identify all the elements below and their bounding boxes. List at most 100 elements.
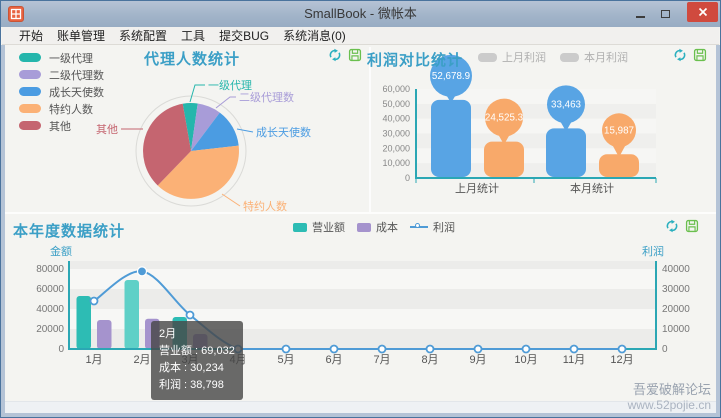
profit-legend: 上月利润 本月利润: [478, 49, 628, 65]
tooltip-line: 利润 : 38,798: [159, 379, 224, 391]
legend-swatch: [293, 222, 307, 232]
legend-item[interactable]: 特约人数: [19, 100, 104, 117]
svg-text:金额: 金额: [50, 244, 72, 258]
svg-text:60,000: 60,000: [382, 84, 410, 94]
svg-text:11月: 11月: [563, 354, 585, 366]
menu-item-tools[interactable]: 工具: [181, 28, 206, 43]
legend-item[interactable]: 成长天使数: [19, 83, 104, 100]
svg-text:40000: 40000: [662, 264, 690, 275]
app-icon: [8, 6, 24, 22]
menu-item-start[interactable]: 开始: [19, 28, 44, 43]
refresh-icon[interactable]: [665, 219, 679, 233]
tooltip-line: 成本 : 30,234: [159, 362, 224, 374]
legend-label: 营业额: [312, 222, 345, 234]
watermark-line2: www.52pojie.cn: [627, 398, 711, 412]
menu-item-config[interactable]: 系统配置: [119, 28, 168, 43]
svg-text:52,678.9: 52,678.9: [432, 71, 470, 82]
refresh-icon[interactable]: [328, 48, 342, 62]
year-panel-title: 本年度数据统计: [13, 223, 126, 240]
year-legend: 营业额 成本 利润: [293, 219, 455, 235]
line-marker-icon: [410, 223, 428, 228]
svg-text:10,000: 10,000: [382, 158, 410, 168]
legend-item[interactable]: 一级代理: [19, 49, 104, 66]
menu-item-bills[interactable]: 账单管理: [57, 28, 106, 43]
legend-item[interactable]: 二级代理数: [19, 66, 104, 83]
menu-item-bug[interactable]: 提交BUG: [219, 28, 270, 43]
svg-text:20,000: 20,000: [382, 143, 410, 153]
svg-text:0: 0: [58, 344, 64, 355]
tooltip-line: 营业额 : 69,032: [159, 345, 235, 357]
legend-swatch: [19, 53, 41, 62]
svg-text:一级代理: 一级代理: [208, 79, 252, 92]
legend-item-revenue[interactable]: 营业额: [293, 219, 345, 235]
legend-label: 其他: [49, 120, 71, 133]
svg-text:15,987: 15,987: [604, 125, 634, 136]
svg-text:80000: 80000: [36, 264, 64, 275]
svg-text:9月: 9月: [469, 354, 486, 366]
legend-swatch: [19, 121, 41, 130]
legend-swatch: [19, 104, 41, 113]
profit-panel-title: 利润对比统计: [367, 52, 464, 69]
save-icon[interactable]: [348, 48, 362, 62]
svg-text:5月: 5月: [277, 354, 294, 366]
svg-text:2月: 2月: [133, 354, 150, 366]
window-frame: [1, 413, 720, 417]
legend-item-profit[interactable]: 利润: [410, 219, 455, 235]
legend-swatch: [478, 52, 497, 62]
menu-item-messages[interactable]: 系统消息(0): [283, 28, 346, 43]
profit-bar-chart[interactable]: 0 10,000 20,000 30,000 40,000 50,000 60,000 52,…: [382, 54, 657, 195]
watermark-line1: 吾爱破解论坛: [632, 382, 711, 397]
maximize-icon: [660, 10, 670, 18]
svg-text:40000: 40000: [36, 304, 64, 315]
legend-item-last-month[interactable]: 上月利润: [478, 49, 546, 65]
legend-item-this-month[interactable]: 本月利润: [560, 49, 628, 65]
svg-text:30,000: 30,000: [382, 129, 410, 139]
svg-text:10000: 10000: [662, 324, 690, 335]
svg-text:60000: 60000: [36, 284, 64, 295]
svg-text:上月统计: 上月统计: [455, 182, 499, 195]
refresh-icon[interactable]: [673, 48, 687, 62]
maximize-button[interactable]: [656, 5, 674, 23]
tooltip-title: 2月: [159, 328, 177, 340]
legend-label: 特约人数: [49, 103, 93, 116]
legend-label: 本月利润: [584, 52, 628, 64]
legend-swatch: [19, 70, 41, 79]
legend-item[interactable]: 其他: [19, 117, 104, 134]
svg-text:利润: 利润: [642, 244, 664, 258]
svg-text:成长天使数: 成长天使数: [256, 126, 311, 139]
year-panel-toolbar: [665, 219, 699, 233]
legend-label: 利润: [433, 222, 455, 234]
window-title: SmallBook - 微帐本: [304, 6, 417, 21]
svg-text:10月: 10月: [514, 354, 537, 366]
minimize-button[interactable]: [631, 5, 649, 23]
legend-label: 一级代理: [49, 52, 93, 65]
close-button[interactable]: [687, 2, 718, 22]
legend-swatch: [19, 87, 41, 96]
svg-text:24,525.3: 24,525.3: [485, 113, 524, 124]
svg-text:20000: 20000: [36, 324, 64, 335]
year-combo-chart[interactable]: 0 20000 40000 60000 80000 0 10000 20000 30000 400…: [36, 244, 690, 366]
svg-text:本月统计: 本月统计: [570, 181, 614, 195]
svg-text:50,000: 50,000: [382, 99, 410, 109]
panel-divider-horizontal: [5, 212, 718, 214]
svg-text:0: 0: [662, 344, 668, 355]
legend-swatch: [357, 222, 371, 232]
svg-text:6月: 6月: [325, 354, 342, 366]
svg-text:7月: 7月: [373, 354, 390, 366]
minimize-icon: [635, 16, 645, 18]
legend-label: 上月利润: [502, 52, 546, 64]
legend-swatch: [560, 52, 579, 62]
watermark: 吾爱破解论坛 www.52pojie.cn: [628, 382, 711, 413]
svg-text:12月: 12月: [610, 354, 633, 366]
profit-panel-toolbar: [673, 48, 707, 62]
legend-item-cost[interactable]: 成本: [357, 219, 398, 235]
save-icon[interactable]: [693, 48, 707, 62]
window-bottom-strip: [5, 401, 718, 415]
legend-label: 成本: [376, 222, 398, 234]
svg-text:8月: 8月: [421, 354, 438, 366]
titlebar[interactable]: SmallBook - 微帐本: [1, 1, 720, 27]
save-icon[interactable]: [685, 219, 699, 233]
svg-text:40,000: 40,000: [382, 114, 410, 124]
